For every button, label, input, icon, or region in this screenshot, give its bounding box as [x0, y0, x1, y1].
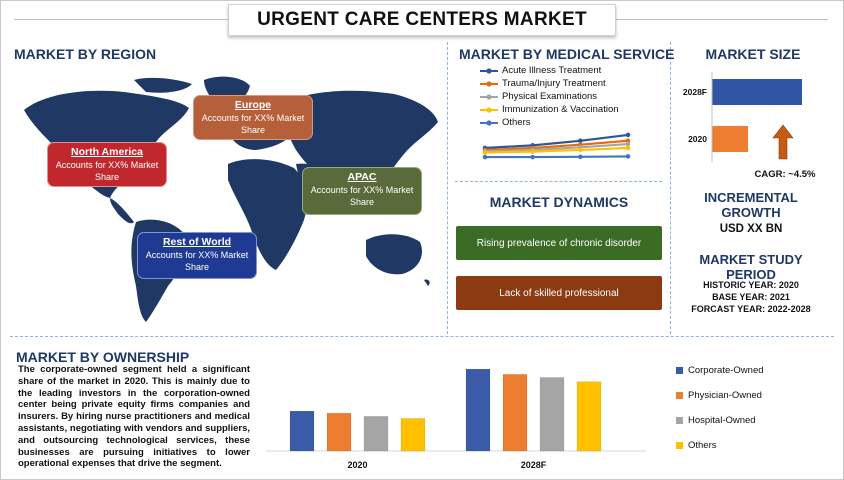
callout-europe-name: Europe	[234, 99, 272, 111]
service-legend-label: Trauma/Injury Treatment	[502, 78, 606, 89]
service-legend-label: Physical Examinations	[502, 91, 598, 102]
size-title: MARKET SIZE	[705, 46, 801, 62]
service-data-point	[625, 154, 631, 159]
callout-north-america-name: North America	[71, 146, 143, 158]
ownership-bar	[576, 381, 602, 452]
region-title: MARKET BY REGION	[14, 46, 157, 62]
callout-europe-text: Accounts for XX% Market Share	[201, 113, 305, 135]
study-historic-year: HISTORIC YEAR: 2020	[703, 280, 799, 290]
legend-swatch-icon	[676, 417, 683, 424]
ownership-legend-label: Hospital-Owned	[688, 415, 756, 426]
callout-europe: Europe Accounts for XX% Market Share	[193, 95, 313, 140]
callout-apac: APAC Accounts for XX% Market Share	[302, 167, 422, 215]
legend-line-marker-icon	[480, 119, 498, 126]
size-bar	[712, 79, 802, 105]
service-data-point	[482, 150, 488, 155]
growth-title: INCREMENTAL GROWTH	[704, 190, 798, 220]
dynamics-driver: Rising prevalence of chronic disorder	[456, 226, 662, 260]
service-series-line	[484, 133, 629, 150]
callout-apac-name: APAC	[347, 171, 377, 183]
service-data-point	[578, 147, 583, 153]
ownership-bar	[289, 410, 315, 452]
legend-line-marker-icon	[480, 80, 498, 87]
service-legend-label: Immunization & Vaccination	[502, 104, 619, 115]
divider-service-dynamics	[455, 181, 662, 182]
legend-line-marker-icon	[480, 67, 498, 74]
legend-swatch-icon	[676, 442, 683, 449]
size-bar	[712, 126, 748, 152]
dynamics-restraint: Lack of skilled professional	[456, 276, 662, 310]
service-series-line	[485, 155, 629, 159]
ownership-bar	[326, 412, 352, 452]
service-legend-item: Acute Illness Treatment	[480, 64, 619, 77]
service-legend-label: Acute Illness Treatment	[502, 65, 602, 76]
ownership-title: MARKET BY OWNERSHIP	[16, 349, 190, 365]
service-data-point	[625, 145, 631, 151]
service-data-point	[530, 149, 535, 154]
cagr-label: CAGR: ~4.5%	[754, 169, 816, 180]
service-data-point	[625, 141, 631, 147]
ownership-description: The corporate-owned segment held a signi…	[18, 364, 250, 470]
ownership-bar	[502, 374, 528, 452]
growth-arrow-icon	[772, 124, 794, 160]
divider-top-bottom	[10, 336, 834, 337]
service-legend-item: Physical Examinations	[480, 90, 619, 103]
service-series-line	[484, 146, 629, 154]
ownership-legend-label: Others	[688, 440, 717, 451]
service-legend-item: Others	[480, 116, 619, 129]
divider-service-size	[670, 42, 671, 334]
legend-line-marker-icon	[480, 93, 498, 100]
dynamics-title: MARKET DYNAMICS	[489, 194, 629, 210]
callout-rest-of-world-name: Rest of World	[162, 236, 232, 248]
service-data-point	[625, 138, 631, 144]
size-bar-label: 2028F	[683, 87, 707, 97]
callout-rest-of-world-text: Accounts for XX% Market Share	[145, 250, 249, 272]
legend-line-marker-icon	[480, 106, 498, 113]
service-data-point	[530, 154, 535, 160]
ownership-bar	[363, 416, 389, 452]
ownership-bar	[465, 368, 491, 452]
callout-north-america-text: Accounts for XX% Market Share	[55, 160, 159, 182]
ownership-bar	[539, 377, 565, 452]
service-line-chart	[482, 132, 631, 160]
study-base-year: BASE YEAR: 2021	[712, 292, 790, 302]
service-data-point	[625, 132, 631, 138]
ownership-category-label: 2028F	[521, 460, 547, 470]
ownership-bar-chart: 2020 2028F	[266, 368, 646, 470]
service-legend-label: Others	[502, 117, 531, 128]
callout-apac-text: Accounts for XX% Market Share	[310, 185, 414, 207]
callout-rest-of-world: Rest of World Accounts for XX% Market Sh…	[137, 232, 257, 279]
study-forecast-year: FORCAST YEAR: 2022-2028	[691, 304, 811, 314]
size-bar-label: 2020	[688, 134, 707, 144]
ownership-legend: Corporate-Owned Physician-Owned Hospital-O…	[676, 358, 764, 458]
service-legend-item: Immunization & Vaccination	[480, 103, 619, 116]
callout-north-america: North America Accounts for XX% Market Sh…	[47, 142, 167, 187]
service-title: MARKET BY MEDICAL SERVICE	[459, 46, 675, 62]
legend-swatch-icon	[676, 392, 683, 399]
growth-value: USD XX BN	[719, 223, 783, 235]
ownership-legend-label: Physician-Owned	[688, 390, 762, 401]
ownership-legend-item: Hospital-Owned	[676, 408, 764, 433]
service-data-point	[578, 138, 583, 144]
service-data-point	[578, 154, 583, 160]
study-title: MARKET STUDY PERIOD	[699, 252, 803, 282]
study-lines: HISTORIC YEAR: 2020 BASE YEAR: 2021 FORC…	[676, 279, 826, 315]
service-series-line	[484, 139, 629, 152]
service-legend-item: Trauma/Injury Treatment	[480, 77, 619, 90]
size-bar-chart: 2028F 2020	[683, 72, 802, 162]
service-data-point	[482, 154, 488, 160]
ownership-legend-item: Others	[676, 433, 764, 458]
legend-swatch-icon	[676, 367, 683, 374]
ownership-legend-label: Corporate-Owned	[688, 365, 764, 376]
ownership-bar	[400, 418, 426, 452]
service-legend: Acute Illness Treatment Trauma/Injury Tre…	[480, 64, 619, 129]
ownership-legend-item: Corporate-Owned	[676, 358, 764, 383]
ownership-category-label: 2020	[347, 460, 367, 470]
page-title: URGENT CARE CENTERS MARKET	[228, 4, 616, 36]
service-series-line	[484, 142, 629, 153]
ownership-legend-item: Physician-Owned	[676, 383, 764, 408]
divider-region-service	[447, 42, 448, 334]
